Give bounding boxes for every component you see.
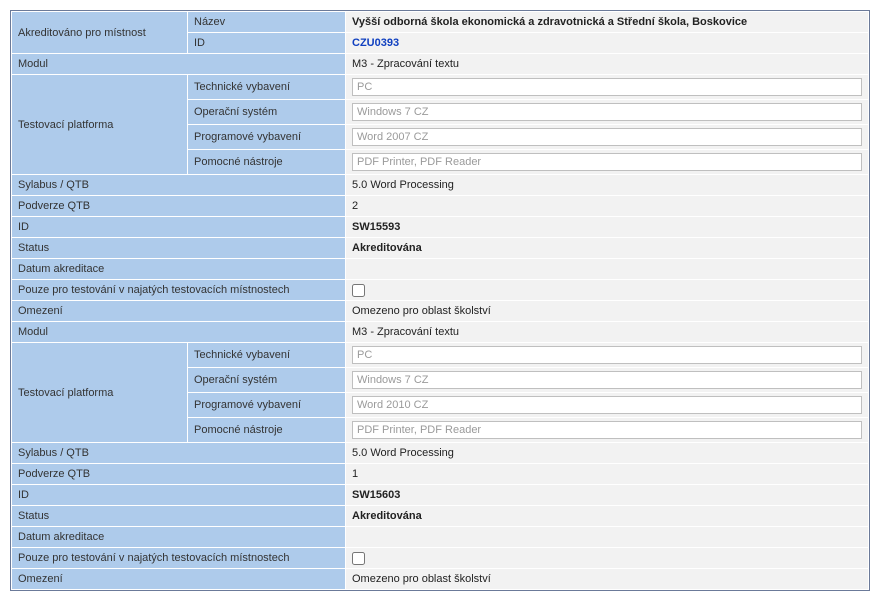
label-podverze-1: Podverze QTB — [12, 196, 346, 217]
value-modul-2: M3 - Zpracování textu — [346, 322, 869, 343]
value-nazev: Vyšší odborná škola ekonomická a zdravot… — [346, 12, 869, 33]
value-status-2: Akreditována — [346, 506, 869, 527]
label-modul-1: Modul — [12, 54, 346, 75]
label-sylabus-1: Sylabus / QTB — [12, 175, 346, 196]
label-pouze-2: Pouze pro testování v najatých testovací… — [12, 548, 346, 569]
value-sylabus-2: 5.0 Word Processing — [346, 443, 869, 464]
input-prog-1[interactable] — [352, 128, 862, 146]
label-prog-1: Programové vybavení — [188, 125, 346, 150]
label-status-2: Status — [12, 506, 346, 527]
label-os-2: Operační systém — [188, 368, 346, 393]
label-modul-2: Modul — [12, 322, 346, 343]
label-datum-2: Datum akreditace — [12, 527, 346, 548]
value-status-1: Akreditována — [346, 238, 869, 259]
value-omezeni-1: Omezeno pro oblast školství — [346, 301, 869, 322]
label-tech-1: Technické vybavení — [188, 75, 346, 100]
value-modul-1: M3 - Zpracování textu — [346, 54, 869, 75]
label-status-1: Status — [12, 238, 346, 259]
value-podverze-2: 1 — [346, 464, 869, 485]
value-sylabus-1: 5.0 Word Processing — [346, 175, 869, 196]
input-prog-2[interactable] — [352, 396, 862, 414]
value-id-1: SW15593 — [346, 217, 869, 238]
checkbox-pouze-1[interactable] — [352, 284, 365, 297]
label-os-1: Operační systém — [188, 100, 346, 125]
label-id-header: ID — [188, 33, 346, 54]
value-id-2: SW15603 — [346, 485, 869, 506]
value-id-header[interactable]: CZU0393 — [346, 33, 869, 54]
label-platforma-2: Testovací platforma — [12, 343, 188, 443]
label-id-1: ID — [12, 217, 346, 238]
input-tech-1[interactable] — [352, 78, 862, 96]
label-id-2: ID — [12, 485, 346, 506]
label-omezeni-1: Omezení — [12, 301, 346, 322]
label-datum-1: Datum akreditace — [12, 259, 346, 280]
input-pom-2[interactable] — [352, 421, 862, 439]
label-sylabus-2: Sylabus / QTB — [12, 443, 346, 464]
input-pom-1[interactable] — [352, 153, 862, 171]
label-nazev: Název — [188, 12, 346, 33]
value-datum-2 — [346, 527, 869, 548]
input-tech-2[interactable] — [352, 346, 862, 364]
value-podverze-1: 2 — [346, 196, 869, 217]
checkbox-pouze-2[interactable] — [352, 552, 365, 565]
input-os-2[interactable] — [352, 371, 862, 389]
label-pom-2: Pomocné nástroje — [188, 418, 346, 443]
label-platforma-1: Testovací platforma — [12, 75, 188, 175]
label-podverze-2: Podverze QTB — [12, 464, 346, 485]
label-prog-2: Programové vybavení — [188, 393, 346, 418]
label-omezeni-2: Omezení — [12, 569, 346, 590]
accreditation-table: Akreditováno pro místnost Název Vyšší od… — [10, 10, 870, 591]
input-os-1[interactable] — [352, 103, 862, 121]
label-pouze-1: Pouze pro testování v najatých testovací… — [12, 280, 346, 301]
label-pom-1: Pomocné nástroje — [188, 150, 346, 175]
label-akreditovano: Akreditováno pro místnost — [12, 12, 188, 54]
value-omezeni-2: Omezeno pro oblast školství — [346, 569, 869, 590]
value-datum-1 — [346, 259, 869, 280]
label-tech-2: Technické vybavení — [188, 343, 346, 368]
